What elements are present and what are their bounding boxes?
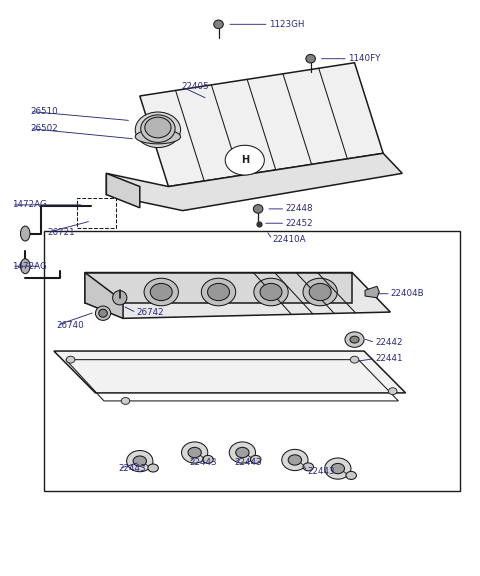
Text: H: H (240, 155, 249, 165)
Text: 26510: 26510 (30, 107, 58, 116)
Text: 1123GH: 1123GH (269, 20, 304, 29)
Text: 26742: 26742 (136, 308, 164, 317)
Ellipse shape (282, 449, 308, 471)
Text: 22448: 22448 (285, 204, 313, 213)
Text: 1472AG: 1472AG (12, 200, 47, 210)
Text: 22452: 22452 (285, 219, 313, 228)
Ellipse shape (306, 54, 315, 63)
Text: 22405: 22405 (182, 82, 210, 92)
Ellipse shape (148, 464, 158, 472)
Ellipse shape (144, 278, 179, 306)
Text: 26721: 26721 (48, 228, 75, 237)
Polygon shape (140, 63, 383, 187)
Ellipse shape (135, 112, 180, 147)
Bar (44, 230, 459, 491)
Ellipse shape (254, 278, 288, 306)
Text: 22443: 22443 (234, 458, 262, 467)
Ellipse shape (96, 306, 111, 320)
Polygon shape (85, 272, 390, 319)
Text: 1140FY: 1140FY (348, 54, 380, 63)
Ellipse shape (99, 309, 108, 317)
Ellipse shape (201, 278, 236, 306)
Ellipse shape (203, 456, 213, 464)
Ellipse shape (121, 397, 130, 404)
Text: 26740: 26740 (57, 321, 84, 329)
Ellipse shape (145, 117, 171, 138)
Ellipse shape (350, 356, 359, 363)
Ellipse shape (350, 336, 359, 343)
Ellipse shape (324, 458, 351, 479)
Polygon shape (85, 272, 123, 319)
Ellipse shape (253, 204, 263, 213)
Text: 22442: 22442 (375, 338, 403, 347)
Ellipse shape (331, 464, 345, 473)
Polygon shape (54, 351, 406, 393)
Text: 22443: 22443 (307, 467, 335, 476)
Ellipse shape (214, 20, 223, 29)
Polygon shape (107, 173, 140, 208)
Ellipse shape (225, 145, 264, 175)
Ellipse shape (141, 115, 175, 142)
Ellipse shape (288, 455, 301, 465)
Ellipse shape (388, 388, 397, 395)
Text: 22441: 22441 (375, 354, 403, 363)
Ellipse shape (66, 356, 75, 363)
Ellipse shape (113, 290, 127, 305)
Text: 1472AG: 1472AG (12, 262, 47, 271)
Ellipse shape (251, 456, 261, 464)
Ellipse shape (346, 471, 357, 479)
Ellipse shape (21, 226, 30, 241)
Ellipse shape (303, 278, 337, 306)
Ellipse shape (21, 259, 30, 274)
Ellipse shape (229, 442, 255, 463)
Ellipse shape (135, 130, 180, 144)
Text: 22443: 22443 (119, 464, 146, 473)
Ellipse shape (345, 332, 364, 347)
Ellipse shape (303, 463, 313, 471)
Ellipse shape (150, 283, 172, 301)
Polygon shape (107, 153, 402, 211)
Ellipse shape (260, 283, 282, 301)
Text: 22443: 22443 (189, 458, 216, 467)
Text: 22410A: 22410A (273, 235, 306, 244)
Text: 26502: 26502 (30, 124, 58, 133)
Text: 22404B: 22404B (391, 289, 424, 298)
Ellipse shape (127, 450, 153, 472)
Ellipse shape (236, 448, 249, 458)
Polygon shape (365, 286, 379, 298)
Ellipse shape (309, 283, 331, 301)
Ellipse shape (188, 448, 201, 458)
Bar (77, 198, 116, 228)
Polygon shape (85, 272, 352, 303)
Ellipse shape (133, 456, 146, 467)
Ellipse shape (207, 283, 229, 301)
Ellipse shape (181, 442, 208, 463)
